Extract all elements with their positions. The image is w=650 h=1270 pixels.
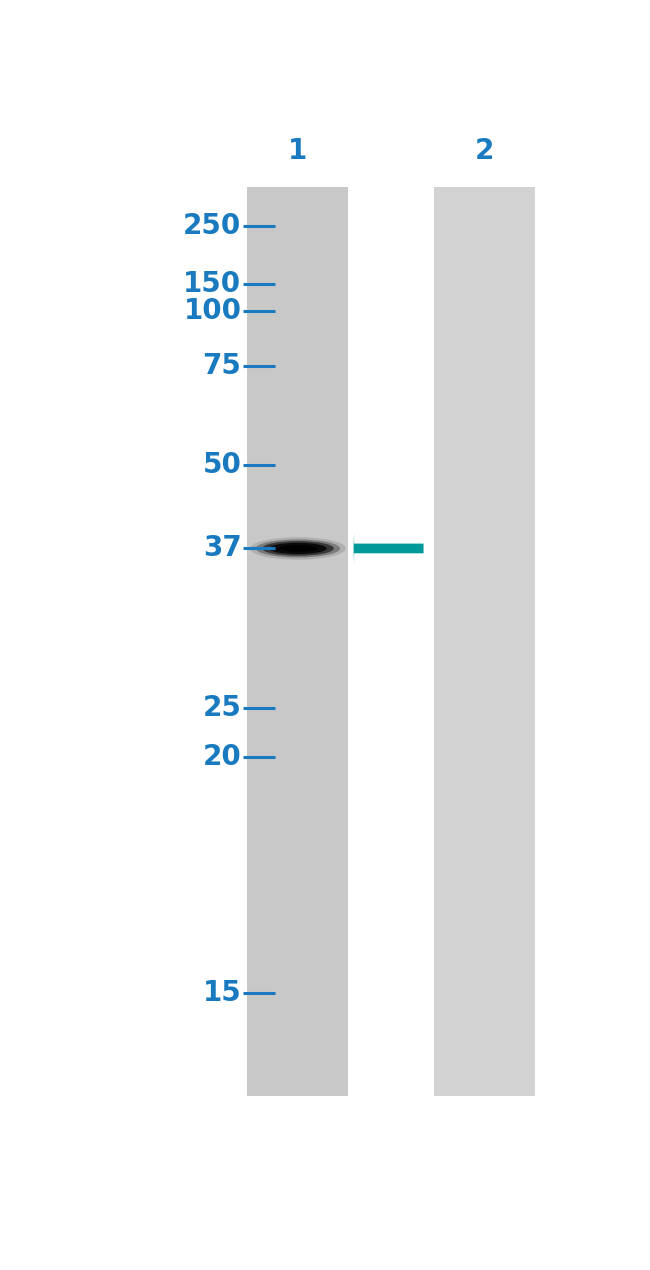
Text: 25: 25 <box>203 693 241 721</box>
Text: 15: 15 <box>203 979 241 1007</box>
Text: 50: 50 <box>203 451 241 479</box>
Bar <box>248 187 348 1096</box>
Bar <box>434 187 535 1096</box>
Ellipse shape <box>250 537 346 560</box>
Text: 1: 1 <box>288 137 307 165</box>
Text: 75: 75 <box>203 352 241 380</box>
Ellipse shape <box>262 541 333 556</box>
Text: 100: 100 <box>183 297 241 325</box>
Ellipse shape <box>255 540 340 558</box>
Ellipse shape <box>269 542 326 554</box>
Text: 250: 250 <box>183 212 241 240</box>
Text: 20: 20 <box>203 743 241 771</box>
Text: 37: 37 <box>203 535 241 563</box>
Ellipse shape <box>279 545 317 552</box>
Text: 150: 150 <box>183 271 241 298</box>
Text: 2: 2 <box>474 137 494 165</box>
